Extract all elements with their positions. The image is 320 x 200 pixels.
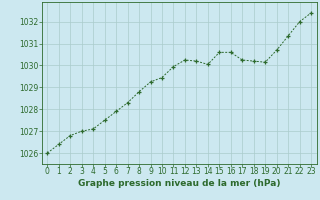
- X-axis label: Graphe pression niveau de la mer (hPa): Graphe pression niveau de la mer (hPa): [78, 179, 280, 188]
